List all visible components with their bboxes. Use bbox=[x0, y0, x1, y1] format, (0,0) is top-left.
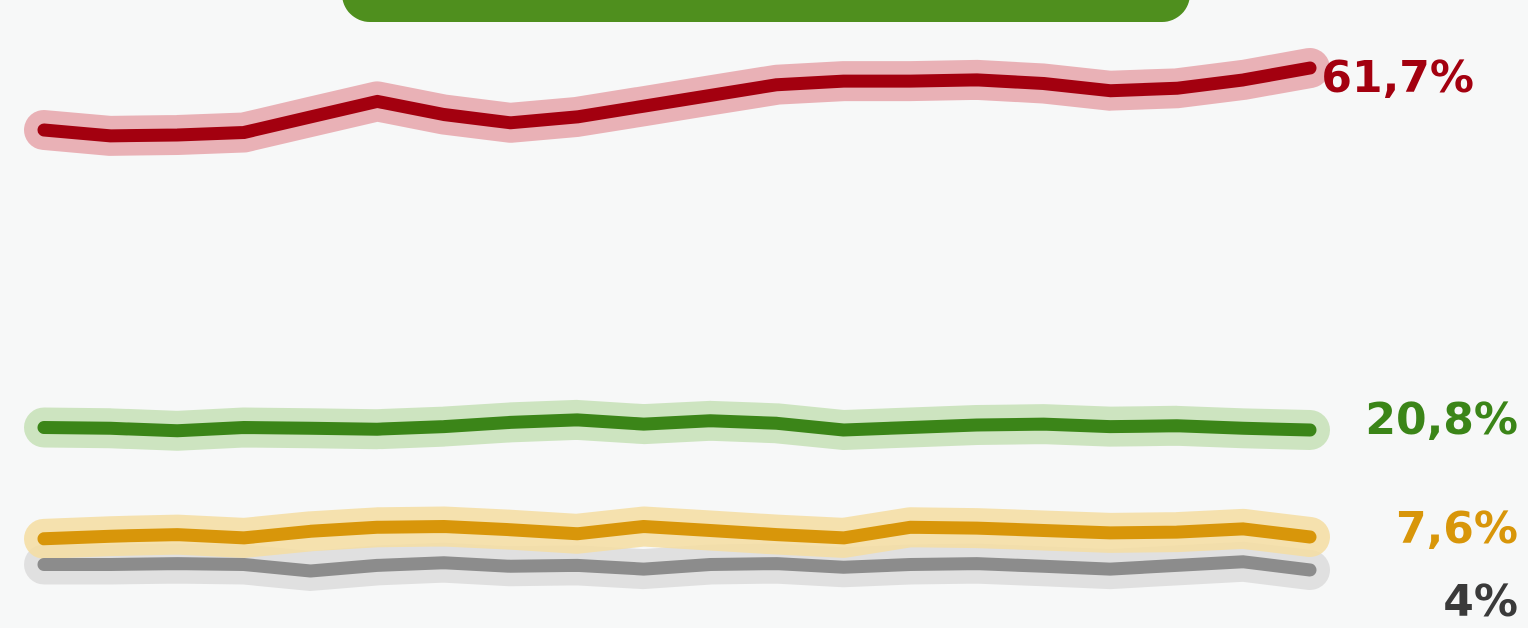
series-line-yellow bbox=[37, 520, 1317, 546]
series-lines bbox=[37, 61, 1317, 578]
header-banner bbox=[342, 0, 1190, 22]
end-label-red: 61,7% bbox=[1321, 52, 1474, 103]
series-line-green bbox=[37, 413, 1317, 438]
series-end-labels: 61,7% 20,8% 7,6% 4% bbox=[1321, 52, 1518, 627]
series-line-red bbox=[37, 61, 1317, 143]
end-label-gray: 4% bbox=[1443, 576, 1518, 627]
end-label-yellow: 7,6% bbox=[1396, 503, 1518, 554]
end-label-green: 20,8% bbox=[1365, 394, 1518, 445]
series-line-gray bbox=[37, 555, 1317, 578]
series-halos bbox=[24, 48, 1330, 591]
